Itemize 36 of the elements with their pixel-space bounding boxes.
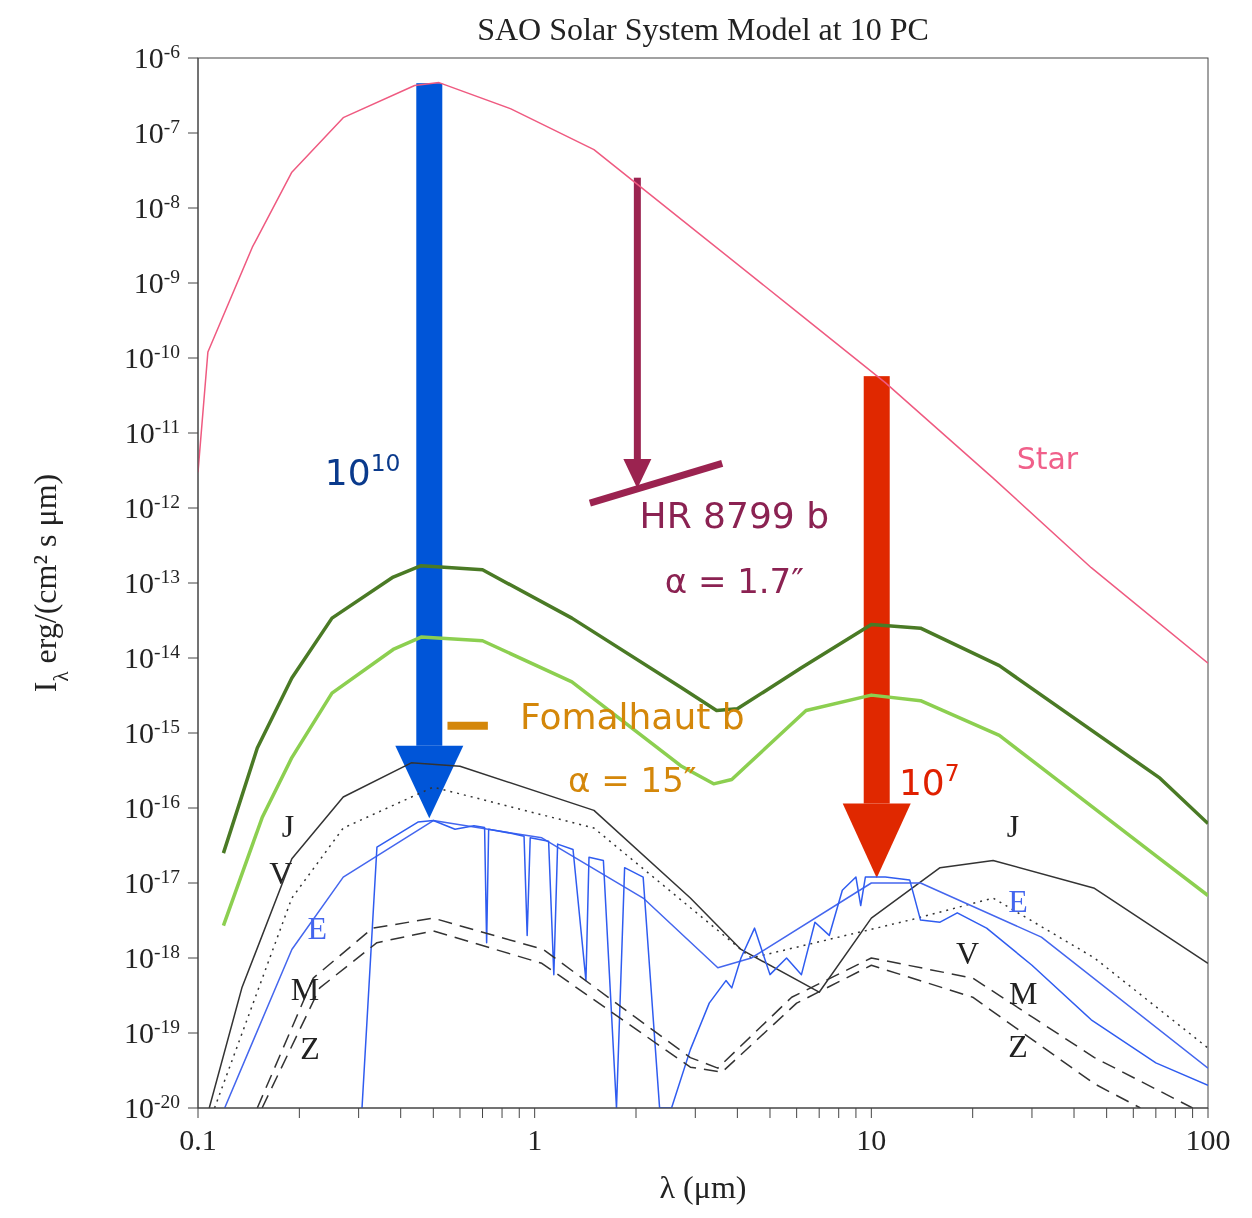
annotation: J [1006, 807, 1020, 844]
y-tick-label: 10$^{-17}$ [124, 865, 181, 899]
annotation: Z [300, 1030, 320, 1067]
y-tick-label: 10$^{-8}$ [133, 190, 180, 224]
chart-title: SAO Solar System Model at 10 PC [477, 11, 929, 47]
annotation: E [1008, 883, 1028, 920]
x-tick-label: 1 [527, 1123, 543, 1156]
x-tick-label: 100 [1185, 1123, 1231, 1156]
annotation: V [956, 934, 980, 971]
annotation: α = 15″ [568, 760, 697, 801]
y-tick-label: 10$^{-11}$ [124, 415, 180, 449]
annotation: E [307, 909, 327, 946]
y-tick-label: 10$^{-19}$ [124, 1015, 180, 1049]
annotation: α = 1.7″ [664, 560, 804, 601]
y-tick-label: 10$^{-6}$ [133, 40, 181, 74]
y-tick-label: 10$^{-12}$ [124, 490, 180, 524]
x-tick-label: 0.1 [179, 1123, 217, 1156]
annotation: Z [1008, 1028, 1028, 1065]
y-tick-label: 10$^{-20}$ [124, 1090, 180, 1124]
annotation: HR 8799 b [639, 495, 830, 537]
y-tick-label: 10$^{-14}$ [124, 640, 181, 674]
y-tick-label: 10$^{-15}$ [124, 715, 180, 749]
annotation: J [281, 807, 295, 844]
annotation: 10$^{7}$ [898, 759, 960, 804]
x-axis-title: λ (μm) [659, 1169, 747, 1205]
y-tick-label: 10$^{-18}$ [124, 940, 180, 974]
annotation: M [290, 970, 320, 1007]
y-tick-label: 10$^{-10}$ [124, 340, 180, 374]
annotation: Star [1016, 440, 1079, 476]
y-tick-label: 10$^{-16}$ [124, 790, 181, 824]
annotation: M [1008, 974, 1038, 1011]
annotation: 10$^{10}$ [324, 449, 401, 494]
y-tick-label: 10$^{-9}$ [133, 265, 180, 299]
y-tick-label: 10$^{-13}$ [124, 565, 180, 599]
x-tick-label: 10 [856, 1123, 887, 1156]
y-tick-label: 10$^{-7}$ [133, 115, 181, 149]
